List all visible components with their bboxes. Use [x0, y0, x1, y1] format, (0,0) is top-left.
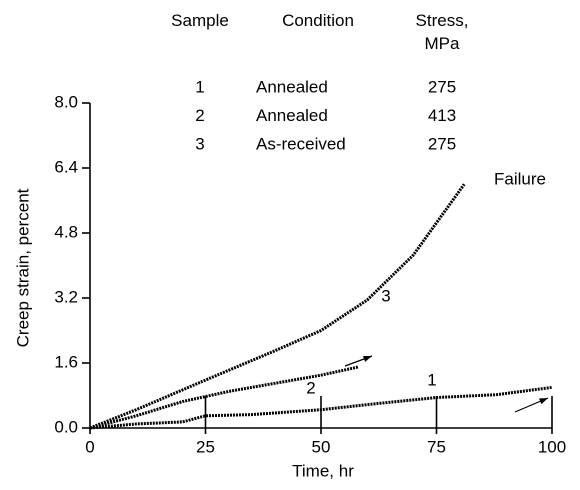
series-label: 3: [381, 286, 390, 305]
arrow-head: [539, 398, 548, 405]
table-cell: 275: [428, 134, 456, 153]
y-tick-label: 3.2: [54, 287, 78, 306]
table-header: Condition: [282, 11, 354, 30]
table-cell: 3: [195, 134, 204, 153]
series-line: [89, 385, 553, 430]
table-cell: Annealed: [256, 77, 328, 96]
y-tick-label: 0.0: [54, 417, 78, 436]
x-axis-label: Time, hr: [292, 461, 354, 480]
y-tick-label: 8.0: [54, 92, 78, 111]
series-label: 2: [306, 378, 315, 397]
table-header: Sample: [171, 11, 229, 30]
x-tick-label: 0: [85, 437, 94, 456]
series-label: 1: [427, 370, 436, 389]
table-cell: As-received: [256, 134, 346, 153]
x-tick-label: 25: [196, 437, 215, 456]
table-cell: Annealed: [256, 106, 328, 125]
series-line: [89, 183, 466, 430]
y-axis-label: Creep strain, percent: [13, 188, 32, 347]
x-tick-label: 50: [312, 437, 331, 456]
arrow-head: [363, 356, 372, 362]
y-tick-label: 4.8: [54, 222, 78, 241]
table-header: Stress, MPa: [416, 11, 469, 53]
y-tick-label: 6.4: [54, 157, 78, 176]
x-tick-label: 100: [538, 437, 566, 456]
annotation: Failure: [494, 169, 546, 188]
table-cell: 2: [195, 106, 204, 125]
series-line: [89, 365, 359, 430]
x-tick-label: 75: [427, 437, 446, 456]
table-cell: 1: [195, 77, 204, 96]
table-cell: 413: [428, 106, 456, 125]
y-tick-label: 1.6: [54, 352, 78, 371]
table-cell: 275: [428, 77, 456, 96]
